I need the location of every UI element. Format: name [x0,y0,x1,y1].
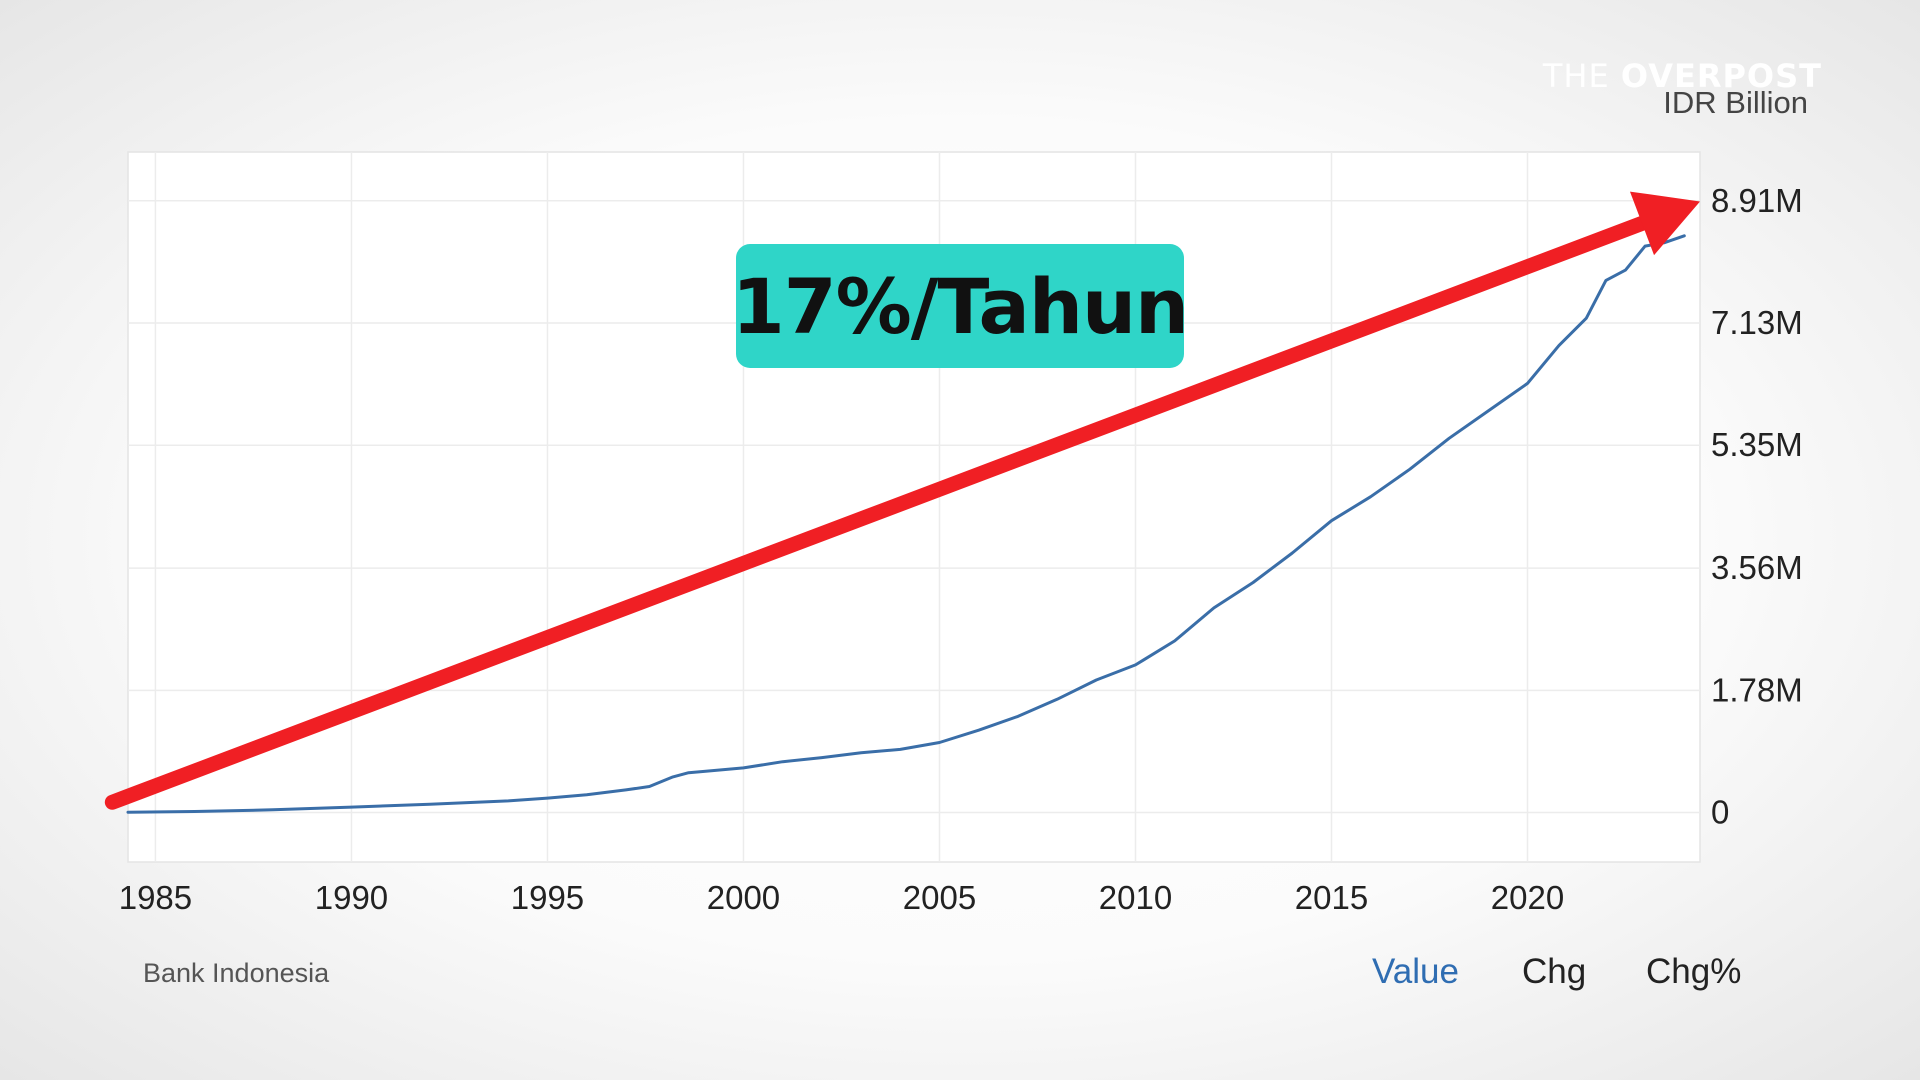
y-tick-label: 7.13M [1711,304,1803,341]
x-tick-labels: 1985 1990 1995 2000 2005 2010 2015 2020 [119,879,1564,916]
trend-arrow-head [1629,191,1700,256]
watermark-bold: OVERPOST [1620,57,1822,95]
y-tick-label: 0 [1711,794,1729,831]
tab-chg-percent[interactable]: Chg% [1646,952,1742,991]
y-tick-label: 1.78M [1711,671,1803,708]
x-tick-label: 2020 [1491,879,1564,916]
x-tick-label: 2000 [707,879,780,916]
y-tick-labels: 0 1.78M 3.56M 5.35M 7.13M 8.91M [1711,182,1803,831]
y-tick-label: 3.56M [1711,549,1803,586]
x-tick-label: 2005 [903,879,976,916]
y-axis-unit-label: IDR Billion [1663,85,1808,120]
trend-arrow-shaft [104,213,1657,810]
tab-value[interactable]: Value [1372,952,1459,991]
x-tick-label: 2015 [1295,879,1368,916]
x-tick-label: 1985 [119,879,192,916]
growth-rate-badge: 17%/Tahun [732,244,1189,368]
watermark-light: THE [1542,57,1621,95]
tab-chg[interactable]: Chg [1522,952,1587,991]
series-line [126,234,1686,814]
data-source-label: Bank Indonesia [143,958,330,988]
x-tick-label: 1995 [511,879,584,916]
y-tick-label: 8.91M [1711,182,1803,219]
watermark-logo: THE OVERPOST [1543,60,1822,92]
x-tick-label: 2010 [1099,879,1172,916]
y-tick-label: 5.35M [1711,426,1803,463]
x-tick-label: 1990 [315,879,388,916]
